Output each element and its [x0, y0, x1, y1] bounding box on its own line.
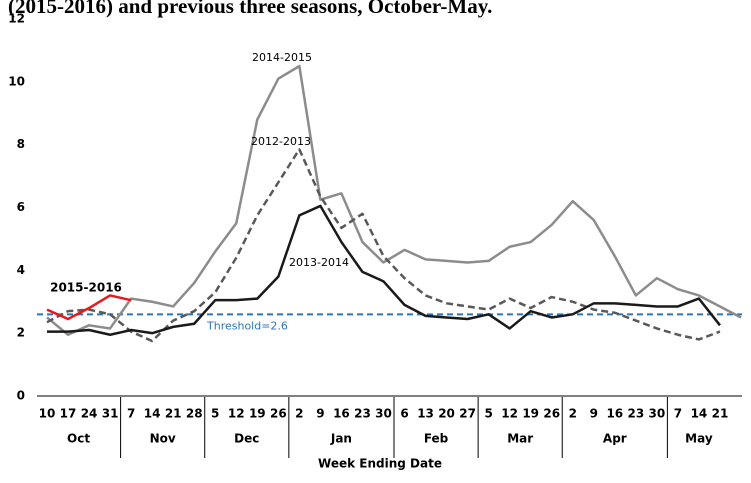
month-label: May — [685, 432, 713, 446]
x-tick-label: 21 — [712, 407, 729, 421]
x-tick-label: 2 — [569, 407, 577, 421]
x-tick-label: 14 — [144, 407, 161, 421]
x-axis-label: Week Ending Date — [318, 457, 442, 471]
x-tick-label: 13 — [417, 407, 434, 421]
x-tick-label: 21 — [165, 407, 182, 421]
x-tick-label: 16 — [606, 407, 623, 421]
x-tick-label: 30 — [649, 407, 666, 421]
month-label: Nov — [150, 432, 176, 446]
x-tick-label: 23 — [627, 407, 644, 421]
x-tick-label: 2 — [295, 407, 303, 421]
x-tick-label: 12 — [228, 407, 245, 421]
x-tick-label: 12 — [501, 407, 518, 421]
series-line — [46, 64, 742, 336]
x-tick-label: 14 — [691, 407, 708, 421]
y-tick-label: 8 — [17, 137, 25, 151]
y-tick-label: 12 — [8, 12, 25, 26]
x-tick-label: 19 — [522, 407, 539, 421]
series-label: 2012-2013 — [251, 135, 311, 148]
series-line — [46, 148, 721, 343]
y-tick-label: 4 — [17, 263, 25, 277]
x-tick-label: 17 — [60, 407, 77, 421]
month-label: Feb — [424, 432, 449, 446]
y-tick-label: 0 — [17, 389, 25, 403]
month-label: Apr — [603, 432, 627, 446]
month-label: Dec — [234, 432, 259, 446]
month-label: Jan — [330, 432, 352, 446]
x-tick-label: 7 — [674, 407, 682, 421]
y-tick-label: 2 — [17, 326, 25, 340]
x-tick-label: 9 — [590, 407, 598, 421]
series-line — [46, 294, 132, 321]
x-tick-label: 19 — [249, 407, 266, 421]
x-tick-label: 20 — [438, 407, 455, 421]
x-tick-label: 27 — [459, 407, 476, 421]
series-label: 2013-2014 — [289, 256, 349, 269]
y-tick-label: 6 — [17, 200, 25, 214]
x-tick-label: 26 — [270, 407, 287, 421]
x-tick-label: 28 — [186, 407, 203, 421]
series-label: 2015-2016 — [50, 281, 122, 295]
x-tick-label: 24 — [81, 407, 98, 421]
x-tick-label: 26 — [543, 407, 560, 421]
x-tick-label: 7 — [127, 407, 135, 421]
x-tick-label: 9 — [316, 407, 324, 421]
month-label: Oct — [67, 432, 90, 446]
x-tick-label: 30 — [375, 407, 392, 421]
chart-title: (2015-2016) and previous three seasons, … — [8, 0, 492, 18]
x-tick-label: 5 — [211, 407, 219, 421]
x-tick-label: 6 — [400, 407, 408, 421]
x-tick-label: 23 — [354, 407, 371, 421]
x-tick-label: 10 — [39, 407, 56, 421]
threshold-label: Threshold=2.6 — [206, 319, 288, 332]
month-label: Mar — [507, 432, 533, 446]
x-tick-label: 31 — [102, 407, 119, 421]
series-label: 2014-2015 — [252, 51, 312, 64]
x-tick-label: 16 — [333, 407, 350, 421]
x-tick-label: 5 — [484, 407, 492, 421]
y-tick-label: 10 — [8, 74, 25, 88]
series-line — [47, 204, 721, 336]
